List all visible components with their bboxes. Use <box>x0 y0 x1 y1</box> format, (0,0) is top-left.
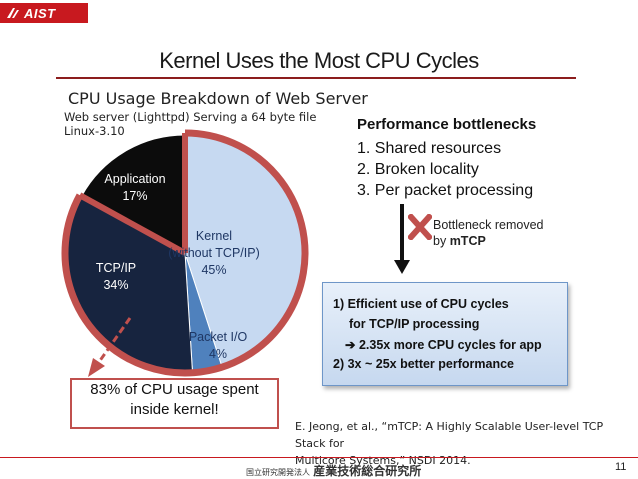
down-arrow-icon <box>394 204 410 274</box>
title-underline <box>56 77 576 79</box>
result-line-2: for TCP/IP processing <box>349 317 480 331</box>
bottleneck-item: 3. Per packet processing <box>357 182 534 199</box>
org-small: 国立研究開発法人 <box>246 468 310 477</box>
bottleneck-item: 2. Broken locality <box>357 161 479 178</box>
page-number: 11 <box>615 461 627 473</box>
bottlenecks-title: Performance bottlenecks <box>357 116 537 133</box>
result-line-1: 1) Efficient use of CPU cycles <box>333 297 509 311</box>
right-arrow-icon: ➔ <box>345 338 359 352</box>
aist-logo: AIST <box>0 3 88 23</box>
callout-line-1: 83% of CPU usage spent <box>90 381 259 398</box>
results-box: 1) Efficient use of CPU cycles for TCP/I… <box>322 282 568 386</box>
kernel-callout: 83% of CPU usage spent inside kernel! <box>70 378 279 429</box>
aist-swoosh-icon <box>7 8 19 18</box>
slice-name-label: Packet I/O <box>189 330 248 344</box>
slice-value-label: 17% <box>122 189 147 203</box>
footer-org-name: 国立研究開発法人 産業技術総合研究所 <box>246 462 421 479</box>
mtcp-label: mTCP <box>449 234 486 248</box>
result-line-3: ➔ 2.35x more CPU cycles for app <box>345 338 542 352</box>
slice-name-label: Application <box>104 172 165 186</box>
pie-slice-application <box>80 134 186 254</box>
bottleneck-item: 1. Shared resources <box>357 140 502 157</box>
removed-line-1: Bottleneck removed <box>433 218 544 232</box>
removed-line-2: by mTCP <box>433 234 486 248</box>
bottlenecks-list: 1. Shared resources 2. Broken locality 3… <box>357 138 533 201</box>
slice-name-label: (without TCP/IP) <box>168 246 259 260</box>
callout-pointer <box>97 317 132 363</box>
cross-mark-icon <box>408 214 432 240</box>
result-line-4: 2) 3x ~ 25x better performance <box>333 357 514 371</box>
chart-subtitle: Web server (Lighttpd) Serving a 64 byte … <box>64 110 316 138</box>
callout-pointer-head <box>88 358 105 377</box>
bottleneck-removed-note: Bottleneck removed by mTCP <box>433 217 543 249</box>
kernel-highlight-edge <box>78 192 187 256</box>
citation-line-1: E. Jeong, et al., “mTCP: A Highly Scalab… <box>295 420 604 450</box>
top-bar: AIST <box>0 0 638 26</box>
slice-name-label: TCP/IP <box>96 261 136 275</box>
slice-value-label: 45% <box>201 263 226 277</box>
slide-title: Kernel Uses the Most CPU Cycles <box>159 48 479 73</box>
logo-text: AIST <box>24 6 56 21</box>
callout-line-2: inside kernel! <box>130 401 219 418</box>
slice-name-label: Kernel <box>196 229 232 243</box>
chart-title: CPU Usage Breakdown of Web Server <box>68 89 368 108</box>
org-large: 産業技術総合研究所 <box>313 464 422 478</box>
subtitle-line-2: Linux-3.10 <box>64 124 125 138</box>
footer-rule <box>0 457 638 458</box>
kernel-highlight-ring <box>61 129 309 377</box>
slice-value-label: 34% <box>103 278 128 292</box>
subtitle-line-1: Web server (Lighttpd) Serving a 64 byte … <box>64 110 317 124</box>
slice-value-label: 4% <box>209 347 227 361</box>
